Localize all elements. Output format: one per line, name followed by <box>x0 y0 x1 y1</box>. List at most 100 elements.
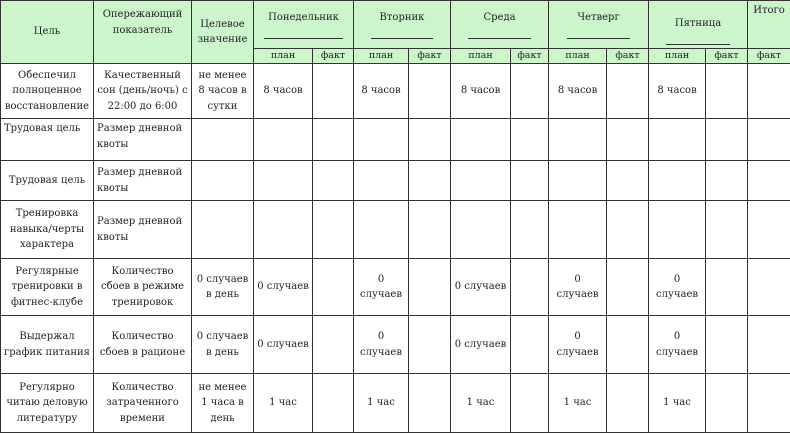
total-fact-cell[interactable] <box>747 315 790 374</box>
fact-cell[interactable] <box>312 63 354 119</box>
plan-cell[interactable]: 1 час <box>450 373 512 433</box>
fact-cell[interactable] <box>705 160 749 201</box>
header-total: Итого <box>747 0 790 49</box>
header-fact: факт <box>705 48 749 64</box>
leading-cell: Размер дневной квоты <box>93 160 192 201</box>
fact-cell[interactable] <box>705 200 749 259</box>
plan-cell[interactable] <box>450 160 512 201</box>
leading-cell: Количество затраченного времени <box>93 373 192 433</box>
plan-cell[interactable] <box>253 160 313 201</box>
plan-cell[interactable]: 0 случаев <box>450 258 512 316</box>
fact-cell[interactable] <box>705 258 749 316</box>
fact-cell[interactable] <box>705 315 749 374</box>
fact-cell[interactable] <box>312 200 354 259</box>
fact-cell[interactable] <box>407 373 452 433</box>
fact-cell[interactable] <box>606 200 650 259</box>
fact-cell[interactable] <box>606 118 650 161</box>
plan-cell[interactable]: 8 часов <box>450 63 512 119</box>
goal-cell: Обеспечил полноценное восстановление <box>0 63 94 119</box>
fact-cell[interactable] <box>510 258 550 316</box>
fact-cell[interactable] <box>312 258 354 316</box>
leading-cell: Количество сбоев в режиме тренировок <box>93 258 192 316</box>
plan-cell[interactable] <box>353 118 409 161</box>
plan-cell[interactable] <box>648 160 707 201</box>
header-leading: Опережающий показатель <box>93 0 192 64</box>
fact-cell[interactable] <box>407 200 452 259</box>
leading-cell: Качественный сон (день/ночь) с 22:00 до … <box>93 63 192 119</box>
fact-cell[interactable] <box>705 118 749 161</box>
plan-cell[interactable] <box>548 200 608 259</box>
plan-cell[interactable]: 1 час <box>353 373 409 433</box>
fact-cell[interactable] <box>705 373 749 433</box>
total-fact-cell[interactable] <box>747 160 790 201</box>
plan-cell[interactable] <box>548 160 608 201</box>
plan-cell[interactable] <box>353 160 409 201</box>
plan-cell[interactable]: 0 случаев <box>548 315 608 374</box>
fact-cell[interactable] <box>606 160 650 201</box>
plan-cell[interactable] <box>353 200 409 259</box>
fact-cell[interactable] <box>312 160 354 201</box>
plan-cell[interactable]: 1 час <box>648 373 707 433</box>
header-fact: факт <box>606 48 650 64</box>
plan-cell[interactable]: 8 часов <box>548 63 608 119</box>
plan-cell[interactable] <box>253 118 313 161</box>
target-cell: 0 случаев в день <box>191 315 254 374</box>
header-plan: план <box>648 48 707 64</box>
fact-cell[interactable] <box>510 160 550 201</box>
fact-cell[interactable] <box>606 315 650 374</box>
fact-cell[interactable] <box>510 63 550 119</box>
plan-cell[interactable]: 0 случаев <box>648 258 707 316</box>
fact-cell[interactable] <box>510 118 550 161</box>
plan-cell[interactable]: 1 час <box>548 373 608 433</box>
header-wednesday: Среда <box>450 0 550 49</box>
fact-cell[interactable] <box>407 258 452 316</box>
fact-cell[interactable] <box>407 63 452 119</box>
plan-cell[interactable]: 8 часов <box>648 63 707 119</box>
plan-cell[interactable]: 0 случаев <box>548 258 608 316</box>
fact-cell[interactable] <box>510 373 550 433</box>
plan-cell[interactable]: 8 часов <box>253 63 313 119</box>
plan-cell[interactable]: 0 случаев <box>450 315 512 374</box>
fact-cell[interactable] <box>312 118 354 161</box>
fact-cell[interactable] <box>312 315 354 374</box>
total-fact-cell[interactable] <box>747 258 790 316</box>
fact-cell[interactable] <box>407 160 452 201</box>
plan-cell[interactable] <box>450 200 512 259</box>
header-fact: факт <box>312 48 354 64</box>
fact-cell[interactable] <box>510 315 550 374</box>
header-thursday: Четверг <box>548 0 650 49</box>
fact-cell[interactable] <box>606 373 650 433</box>
plan-cell[interactable]: 0 случаев <box>353 315 409 374</box>
goal-cell: Регулярные тренировки в фитнес-клубе <box>0 258 94 316</box>
fact-cell[interactable] <box>407 315 452 374</box>
plan-cell[interactable]: 1 час <box>253 373 313 433</box>
plan-cell[interactable]: 0 случаев <box>648 315 707 374</box>
header-plan: план <box>450 48 512 64</box>
plan-cell[interactable]: 0 случаев <box>253 315 313 374</box>
plan-cell[interactable]: 8 часов <box>353 63 409 119</box>
fact-cell[interactable] <box>510 200 550 259</box>
fact-cell[interactable] <box>606 63 650 119</box>
plan-cell[interactable] <box>648 200 707 259</box>
fact-cell[interactable] <box>606 258 650 316</box>
plan-cell[interactable] <box>450 118 512 161</box>
plan-cell[interactable] <box>548 118 608 161</box>
total-fact-cell[interactable] <box>747 118 790 161</box>
total-fact-cell[interactable] <box>747 200 790 259</box>
total-fact-cell[interactable] <box>747 63 790 119</box>
goal-cell: Трудовая цель <box>0 160 94 201</box>
fact-cell[interactable] <box>705 63 749 119</box>
total-fact-cell[interactable] <box>747 373 790 433</box>
plan-cell[interactable]: 0 случаев <box>253 258 313 316</box>
fact-cell[interactable] <box>312 373 354 433</box>
goal-cell: Выдержал график питания <box>0 315 94 374</box>
leading-cell: Размер дневной квоты <box>93 118 192 161</box>
fact-cell[interactable] <box>407 118 452 161</box>
plan-cell[interactable]: 0 случаев <box>353 258 409 316</box>
leading-cell: Количество сбоев в рационе <box>93 315 192 374</box>
plan-cell[interactable] <box>253 200 313 259</box>
plan-cell[interactable] <box>648 118 707 161</box>
goal-cell: Тренировка навыка/черты характера <box>0 200 94 259</box>
goal-cell: Регулярно читаю деловую литературу <box>0 373 94 433</box>
